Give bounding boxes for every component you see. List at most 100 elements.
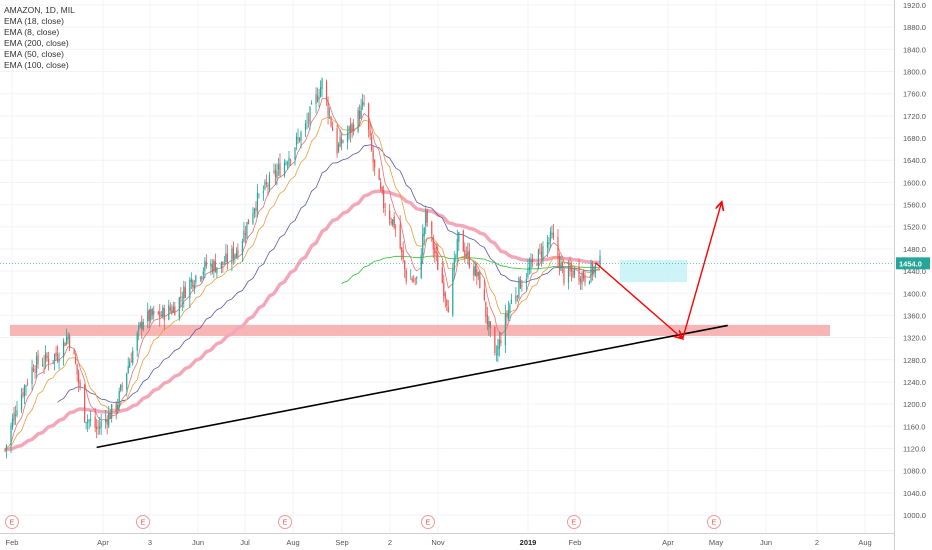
candle-body [286,163,289,165]
target-zone-box [620,260,687,283]
candle-body [16,410,18,416]
candle-body [593,266,595,274]
chart-legend: AMAZON, 1D, MIL EMA (18, close) EMA (8, … [4,5,75,71]
candle-body [395,226,397,228]
time-tick-label: Jun [760,538,772,547]
candle-body [210,263,212,267]
candle-body [309,106,311,124]
candle-body [204,260,206,271]
candle-body [362,101,364,106]
candle-body [109,412,111,419]
candle-body [129,362,131,368]
candle-body [476,268,478,278]
candle-body [300,132,302,141]
candle-body [279,163,281,176]
candle-body [456,239,458,257]
price-tick-label: 1360.0 [903,311,926,320]
candle-body [579,278,582,283]
candle-body [214,261,216,273]
candle-body [244,233,247,235]
candle-body [414,278,416,280]
candle-body [473,266,475,276]
candle-body [276,171,278,179]
candle-body [94,416,96,429]
projection-arrow-down [595,262,683,339]
last-price-tag [896,257,930,270]
candle-body [319,87,322,97]
annotation-layer [0,202,894,449]
candle-body [171,310,173,314]
candle-body [195,275,197,283]
candle-body [494,327,496,353]
time-tick-label: Nov [431,538,445,547]
candle-body [342,141,344,143]
candle-body [120,384,122,391]
earnings-marker-label: E [283,520,288,527]
earnings-marker-icon [421,515,435,529]
candle-body [136,333,138,351]
candle-body [509,304,511,313]
candle-body [44,352,47,363]
price-tick-label: 1560.0 [903,201,926,210]
candle-body [295,136,298,146]
legend-ema50: EMA (50, close) [4,49,64,59]
ema18-line [4,116,601,451]
price-tick-label: 1600.0 [903,178,926,187]
ema50-line [57,144,601,404]
legend-title: AMAZON, 1D, MIL [4,5,75,15]
candle-body [348,126,350,133]
candle-body [63,340,65,358]
candle-body [531,258,534,263]
candle-body [582,271,585,279]
candle-body [211,263,213,273]
candle-body [353,124,355,133]
candle-body [316,95,319,102]
candle-body [304,123,307,131]
time-tick-label: Aug [286,538,299,547]
candle-body [153,311,155,315]
price-tick-label: 1040.0 [903,489,926,498]
candle-body [100,421,102,428]
candle-body [183,286,185,299]
candle-body [226,253,228,263]
candle-body [530,260,532,269]
candle-body [378,169,380,181]
price-tick-label: 1320.0 [903,334,926,343]
candle-body [121,386,123,387]
earnings-marker-label: E [572,520,577,527]
candle-body [56,354,59,361]
candle-body [331,127,334,131]
candle-body [274,169,277,177]
candle-body [447,306,449,313]
candle-body [339,136,341,147]
price-tick-label: 1840.0 [903,45,926,54]
candle-body [10,425,12,446]
candle-body [446,299,448,306]
candle-body [536,264,538,266]
price-tick-label: 1680.0 [903,134,926,143]
candle-body [289,159,292,161]
candle-body [462,230,464,252]
support-zone [10,324,830,336]
price-tick-label: 1720.0 [903,112,926,121]
candle-body [423,227,425,237]
candle-body [201,276,203,280]
candle-body [64,343,66,346]
candle-body [542,246,544,261]
candle-body [46,355,48,359]
candle-body [404,260,406,270]
candle-body [402,250,404,260]
candle-body [500,339,502,344]
candle-body [591,263,594,275]
candle-body [189,280,191,299]
candle-body [159,311,161,318]
price-tick-label: 1800.0 [903,68,926,77]
grid-layer [0,0,894,533]
candle-body [392,219,394,225]
candle-body [84,384,86,423]
candle-body [549,231,552,242]
candle-body [190,279,192,282]
candle-body [455,256,457,258]
candle-body [489,321,491,329]
